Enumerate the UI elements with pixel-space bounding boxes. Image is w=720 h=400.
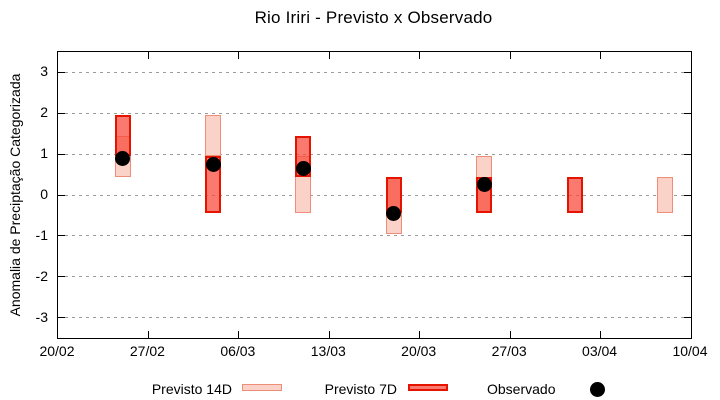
gridline (58, 276, 691, 278)
observado-dot (476, 177, 492, 193)
bar-previsto-14d (205, 115, 222, 157)
legend-observado-dot-icon (590, 382, 605, 397)
y-tick-label: 3 (40, 63, 48, 80)
x-tick-label: 20/03 (401, 343, 437, 359)
x-tick-top (509, 52, 511, 59)
y-tick-right (684, 153, 691, 155)
y-tick-right (684, 276, 691, 278)
legend-label-observado: Observado (487, 381, 556, 397)
x-tick-bottom (419, 331, 421, 338)
x-tick-top (147, 52, 149, 59)
gridline (58, 194, 691, 196)
x-tick-top (238, 52, 240, 59)
y-tick-label: 2 (40, 104, 48, 121)
gridline (58, 317, 691, 319)
y-tick-right (684, 194, 691, 196)
bar-previsto-14d (657, 176, 674, 214)
x-tick-top (419, 52, 421, 59)
x-tick-bottom (600, 331, 602, 338)
x-tick-label: 10/04 (672, 343, 708, 359)
y-tick-left (58, 194, 65, 196)
gridline (58, 112, 691, 114)
y-tick-right (684, 112, 691, 114)
bar-previsto-7d (566, 176, 583, 214)
y-tick-right (684, 317, 691, 319)
legend-label-previsto-7d: Previsto 7D (324, 381, 397, 397)
y-tick-label: -3 (35, 308, 48, 325)
x-tick-bottom (147, 331, 149, 338)
y-tick-right (684, 71, 691, 73)
y-tick-label: -2 (35, 267, 48, 284)
y-tick-left (58, 71, 65, 73)
x-tick-label: 27/02 (129, 343, 165, 359)
x-tick-top (328, 52, 330, 59)
gridline (58, 153, 691, 155)
y-tick-label: 1 (40, 145, 48, 162)
x-tick-label: 20/02 (39, 343, 75, 359)
x-tick-top (600, 52, 602, 59)
x-tick-label: 27/03 (491, 343, 527, 359)
x-tick-bottom (238, 331, 240, 338)
plot-area (57, 51, 692, 339)
observado-dot (115, 150, 131, 166)
y-tick-left (58, 235, 65, 237)
legend-swatch-previsto-14d (242, 384, 282, 391)
gridline (58, 235, 691, 237)
x-tick-label: 03/04 (582, 343, 618, 359)
chart-title: Rio Iriri - Previsto x Observado (254, 8, 493, 27)
x-tick-bottom (328, 331, 330, 338)
x-tick-label: 13/03 (310, 343, 346, 359)
y-tick-left (58, 317, 65, 319)
legend-label-previsto-14d: Previsto 14D (151, 381, 232, 397)
y-tick-left (58, 153, 65, 155)
y-tick-label: -1 (35, 226, 48, 243)
x-tick-label: 06/03 (220, 343, 256, 359)
x-tick-bottom (509, 331, 511, 338)
legend-swatch-previsto-7d (408, 384, 448, 391)
y-tick-right (684, 235, 691, 237)
observado-dot (295, 160, 311, 176)
observado-dot (205, 156, 221, 172)
y-tick-label: 0 (40, 186, 48, 202)
y-tick-left (58, 276, 65, 278)
gridline (58, 71, 691, 73)
observado-dot (386, 205, 402, 221)
y-tick-left (58, 112, 65, 114)
